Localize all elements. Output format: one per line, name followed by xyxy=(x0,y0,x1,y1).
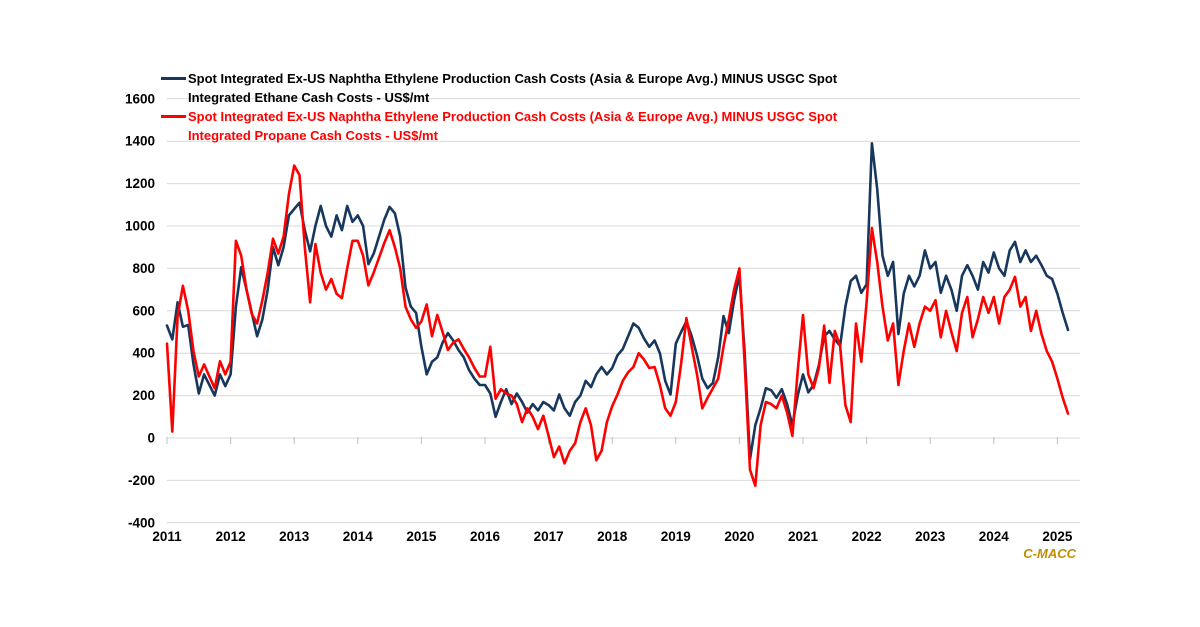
x-axis-year-label: 2019 xyxy=(661,529,691,544)
x-axis-year-label: 2023 xyxy=(915,529,946,544)
x-axis-year-label: 2012 xyxy=(216,529,246,544)
legend-item-ethane-spread: Spot Integrated Ex-US Naphtha Ethylene P… xyxy=(161,69,895,107)
x-axis-year-label: 2011 xyxy=(152,529,182,544)
x-axis-year-label: 2021 xyxy=(788,529,819,544)
y-axis-tick-label: 0 xyxy=(147,431,155,446)
y-axis-tick-label: -400 xyxy=(128,515,155,530)
propane-series-swatch-line xyxy=(161,115,186,118)
series-line-ethane-spread xyxy=(165,142,1070,461)
series-line-propane-spread xyxy=(165,164,1070,488)
legend-label-propane-spread: Spot Integrated Ex-US Naphtha Ethylene P… xyxy=(188,109,838,143)
x-axis-year-label: 2015 xyxy=(406,529,437,544)
x-axis-year-label: 2018 xyxy=(597,529,628,544)
x-axis-year-label: 2017 xyxy=(534,529,564,544)
y-axis-tick-label: 1000 xyxy=(125,219,155,234)
x-axis-year-label: 2016 xyxy=(470,529,501,544)
chart-legend: Spot Integrated Ex-US Naphtha Ethylene P… xyxy=(161,69,895,145)
legend-label-ethane-spread: Spot Integrated Ex-US Naphtha Ethylene P… xyxy=(188,71,838,105)
y-axis-tick-label: 400 xyxy=(132,346,155,361)
y-axis-tick-label: 1600 xyxy=(125,91,155,106)
x-axis-year-label: 2022 xyxy=(852,529,882,544)
x-axis-year-label: 2014 xyxy=(343,529,374,544)
y-axis-tick-label: 1400 xyxy=(125,134,155,149)
ethane-series-swatch-line xyxy=(161,77,186,80)
x-axis-year-label: 2020 xyxy=(724,529,754,544)
legend-item-propane-spread: Spot Integrated Ex-US Naphtha Ethylene P… xyxy=(161,107,895,145)
y-axis-tick-label: 200 xyxy=(132,388,155,403)
x-axis-year-label: 2024 xyxy=(979,529,1010,544)
y-axis-tick-label: 600 xyxy=(132,303,155,318)
x-axis-year-label: 2013 xyxy=(279,529,310,544)
x-axis-year-label: 2025 xyxy=(1042,529,1073,544)
y-axis-tick-label: 800 xyxy=(132,261,155,276)
cmacc-watermark: C-MACC xyxy=(1023,546,1076,561)
y-axis-tick-label: 1200 xyxy=(125,176,155,191)
y-axis-tick-label: -200 xyxy=(128,473,155,488)
